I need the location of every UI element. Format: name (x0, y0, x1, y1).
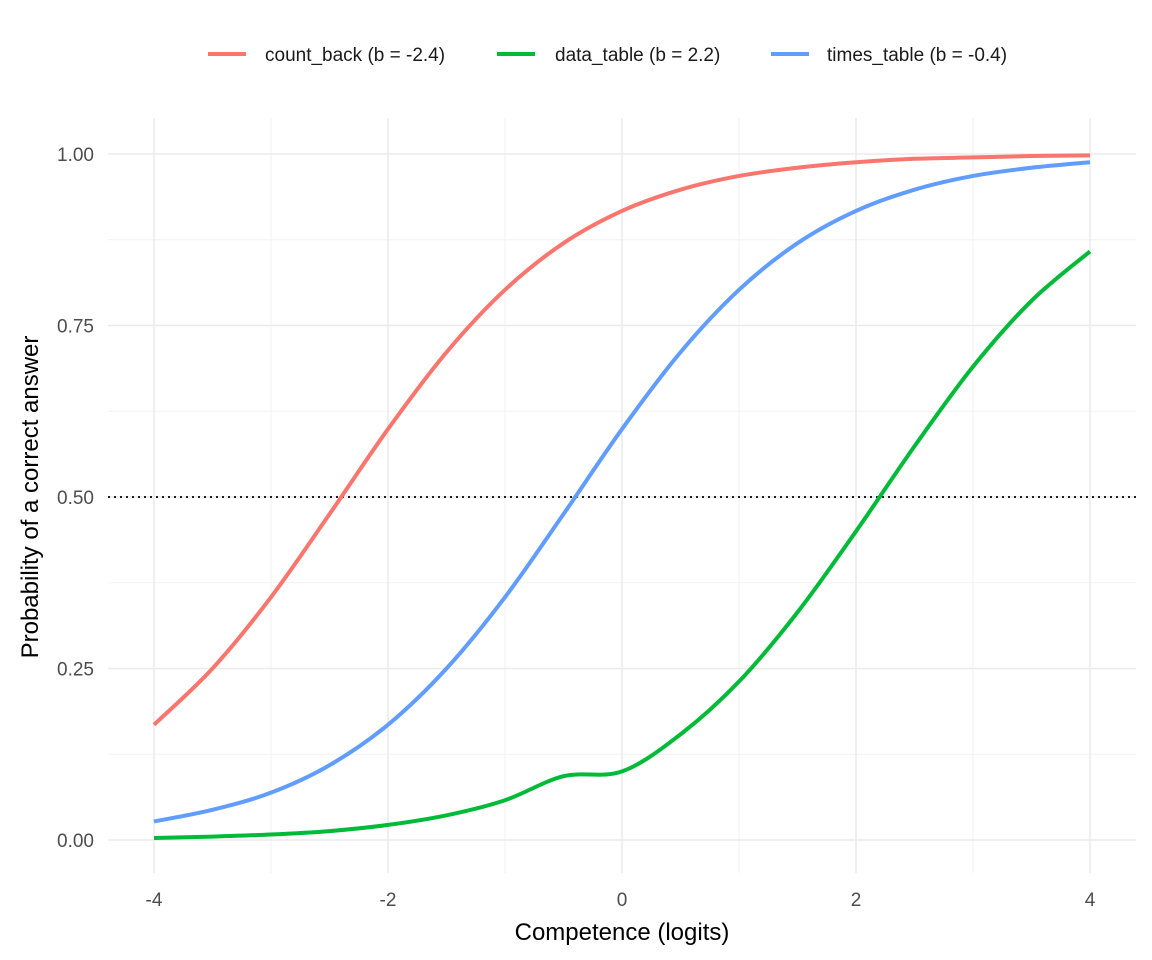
legend-label-count-back: count_back (b = -2.4) (265, 45, 445, 66)
x-axis-title: Competence (logits) (515, 919, 730, 946)
x-tick-label: 4 (1085, 890, 1096, 911)
x-tick-label: -2 (380, 890, 397, 911)
series-line-count-back (152, 153, 1091, 727)
series-line-times-table (153, 160, 1091, 824)
x-tick-label: -4 (146, 890, 163, 911)
y-tick-label: 0.75 (57, 317, 94, 338)
x-tick-label: 2 (851, 890, 862, 911)
legend-label-times-table: times_table (b = -0.4) (827, 45, 1007, 66)
x-tick-label: 0 (617, 890, 628, 911)
series-line-data-table (153, 249, 1092, 840)
grid (108, 118, 1136, 873)
y-axis-title: Probability of a correct answer (17, 336, 44, 659)
legend-label-data-table: data_table (b = 2.2) (555, 45, 720, 66)
legend-item-times-table: times_table (b = -0.4) (771, 45, 1007, 66)
x-axis-ticks: -4 -2 0 2 4 (146, 890, 1096, 911)
y-axis-ticks: 0.00 0.25 0.50 0.75 1.00 (57, 145, 94, 852)
y-tick-label: 1.00 (57, 145, 94, 166)
legend-item-data-table: data_table (b = 2.2) (497, 45, 720, 66)
y-tick-label: 0.00 (57, 831, 94, 852)
series-group (152, 153, 1092, 840)
y-tick-label: 0.25 (57, 660, 94, 681)
y-tick-label: 0.50 (57, 488, 94, 509)
legend-item-count-back: count_back (b = -2.4) (208, 45, 445, 66)
legend: count_back (b = -2.4) data_table (b = 2.2… (208, 45, 1007, 66)
